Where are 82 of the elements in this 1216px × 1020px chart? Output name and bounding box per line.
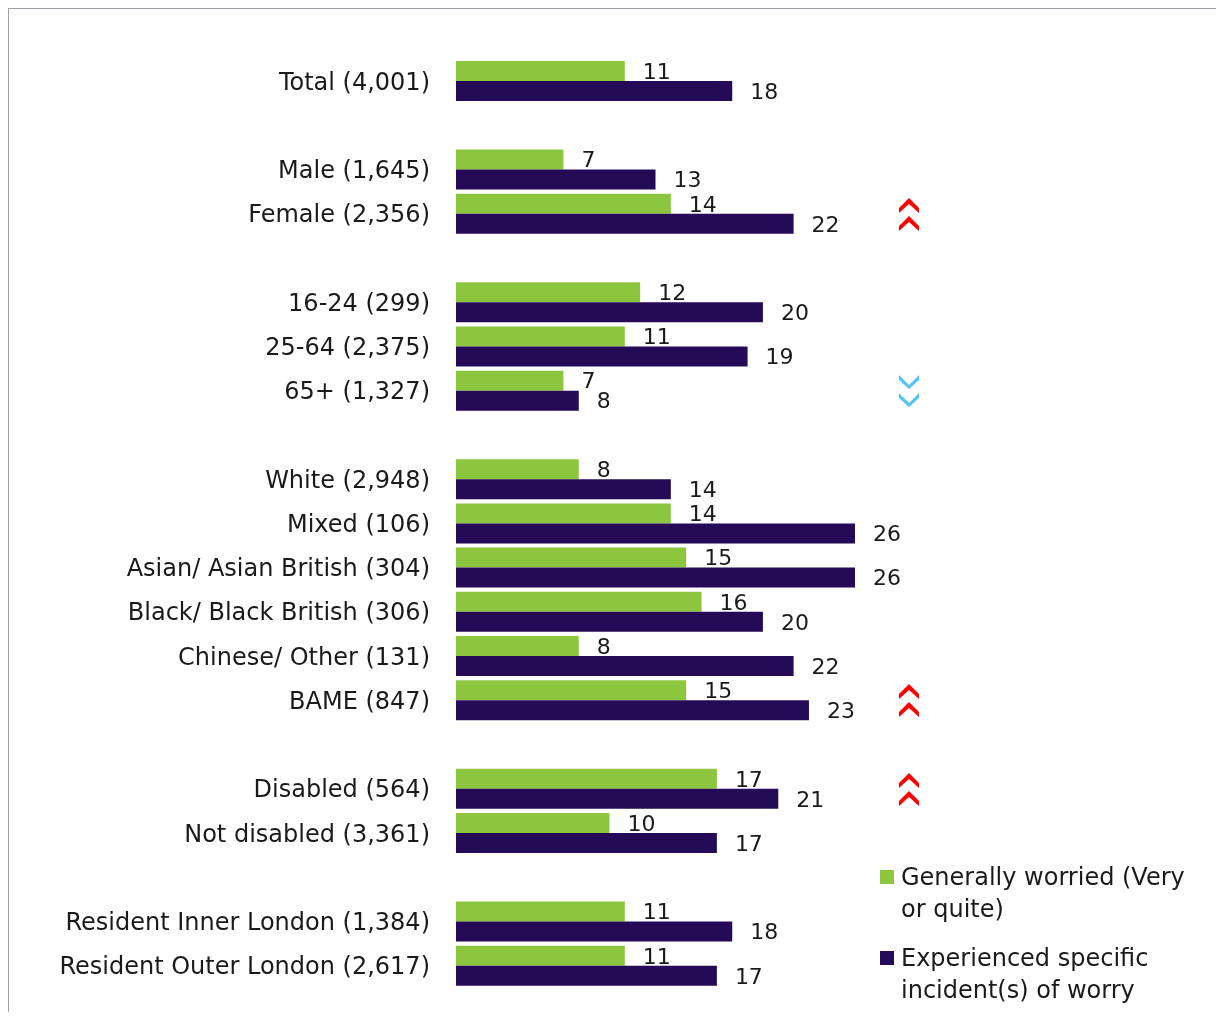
bar bbox=[456, 503, 671, 524]
bar bbox=[456, 302, 763, 323]
data-label: 14 bbox=[688, 191, 717, 217]
data-label: 14 bbox=[688, 501, 717, 527]
data-label: 11 bbox=[642, 58, 671, 84]
data-label: 15 bbox=[704, 545, 733, 571]
legend-label: Generally worried (Very or quite) bbox=[901, 862, 1186, 925]
y-tick-label: Asian/ Asian British (304) bbox=[126, 554, 430, 583]
bar bbox=[456, 61, 625, 81]
y-tick-label: 16-24 (299) bbox=[288, 288, 430, 317]
y-tick-label: BAME (847) bbox=[289, 686, 430, 715]
y-tick-label: Male (1,645) bbox=[278, 156, 430, 185]
bar bbox=[456, 169, 656, 190]
bar bbox=[456, 813, 610, 834]
data-label: 7 bbox=[581, 368, 596, 394]
bar bbox=[456, 833, 717, 854]
data-label: 8 bbox=[596, 388, 611, 414]
data-label: 10 bbox=[627, 810, 656, 836]
data-label: 7 bbox=[581, 147, 596, 173]
bar bbox=[456, 370, 564, 391]
bar bbox=[456, 788, 779, 809]
bar bbox=[456, 901, 625, 922]
bar bbox=[456, 656, 794, 677]
bar bbox=[456, 547, 687, 568]
bar bbox=[456, 213, 794, 234]
bar bbox=[456, 149, 564, 170]
data-label: 8 bbox=[596, 456, 611, 482]
bar bbox=[456, 700, 809, 721]
data-label: 21 bbox=[796, 786, 825, 812]
bar bbox=[456, 326, 625, 347]
bar bbox=[456, 921, 733, 942]
y-tick-label: Female (2,356) bbox=[248, 200, 430, 229]
y-tick-label: Disabled (564) bbox=[253, 775, 430, 804]
data-label: 16 bbox=[719, 589, 748, 615]
data-label: 17 bbox=[734, 963, 763, 989]
data-label: 23 bbox=[826, 698, 855, 724]
bar bbox=[456, 346, 748, 367]
data-label: 22 bbox=[811, 211, 840, 237]
data-label: 11 bbox=[642, 324, 671, 350]
bar bbox=[456, 965, 717, 986]
bar bbox=[456, 680, 687, 701]
bar bbox=[456, 390, 579, 411]
data-label: 20 bbox=[780, 300, 809, 325]
bar bbox=[456, 479, 671, 500]
data-label: 22 bbox=[811, 653, 840, 679]
bar bbox=[456, 591, 702, 612]
bar bbox=[456, 636, 579, 657]
data-label: 19 bbox=[765, 344, 794, 370]
data-label: 17 bbox=[734, 766, 763, 792]
data-label: 18 bbox=[750, 919, 779, 945]
bar bbox=[456, 567, 855, 588]
bar bbox=[456, 768, 717, 789]
data-label: 11 bbox=[642, 899, 671, 925]
data-label: 15 bbox=[704, 678, 733, 704]
bar bbox=[456, 193, 671, 214]
data-label: 11 bbox=[642, 943, 671, 969]
data-label: 26 bbox=[873, 521, 901, 547]
bar bbox=[456, 459, 579, 480]
data-label: 17 bbox=[734, 830, 763, 856]
y-tick-label: 65+ (1,327) bbox=[284, 377, 430, 406]
data-label: 20 bbox=[780, 609, 809, 635]
y-tick-label: 25-64 (2,375) bbox=[265, 333, 430, 362]
data-label: 13 bbox=[673, 167, 702, 193]
bar bbox=[456, 282, 641, 303]
data-label: 18 bbox=[750, 78, 779, 104]
y-tick-label: Black/ Black British (306) bbox=[127, 598, 430, 627]
bar bbox=[456, 81, 733, 101]
data-label: 14 bbox=[688, 476, 717, 502]
y-tick-label: Resident Outer London (2,617) bbox=[59, 952, 430, 981]
y-tick-label: Resident Inner London (1,384) bbox=[65, 908, 430, 937]
y-tick-label: Total (4,001) bbox=[277, 67, 430, 96]
y-tick-label: White (2,948) bbox=[265, 465, 430, 494]
data-label: 8 bbox=[596, 633, 611, 659]
legend-label: Experienced specific incident(s) of worry bbox=[901, 943, 1150, 1006]
data-label: 12 bbox=[658, 280, 687, 305]
data-label: 26 bbox=[873, 565, 901, 591]
y-tick-label: Mixed (106) bbox=[286, 510, 430, 539]
bar bbox=[456, 611, 763, 632]
y-tick-label: Not disabled (3,361) bbox=[184, 819, 430, 848]
y-tick-label: Chinese/ Other (131) bbox=[178, 642, 430, 671]
bar bbox=[456, 523, 855, 544]
bar bbox=[456, 945, 625, 966]
